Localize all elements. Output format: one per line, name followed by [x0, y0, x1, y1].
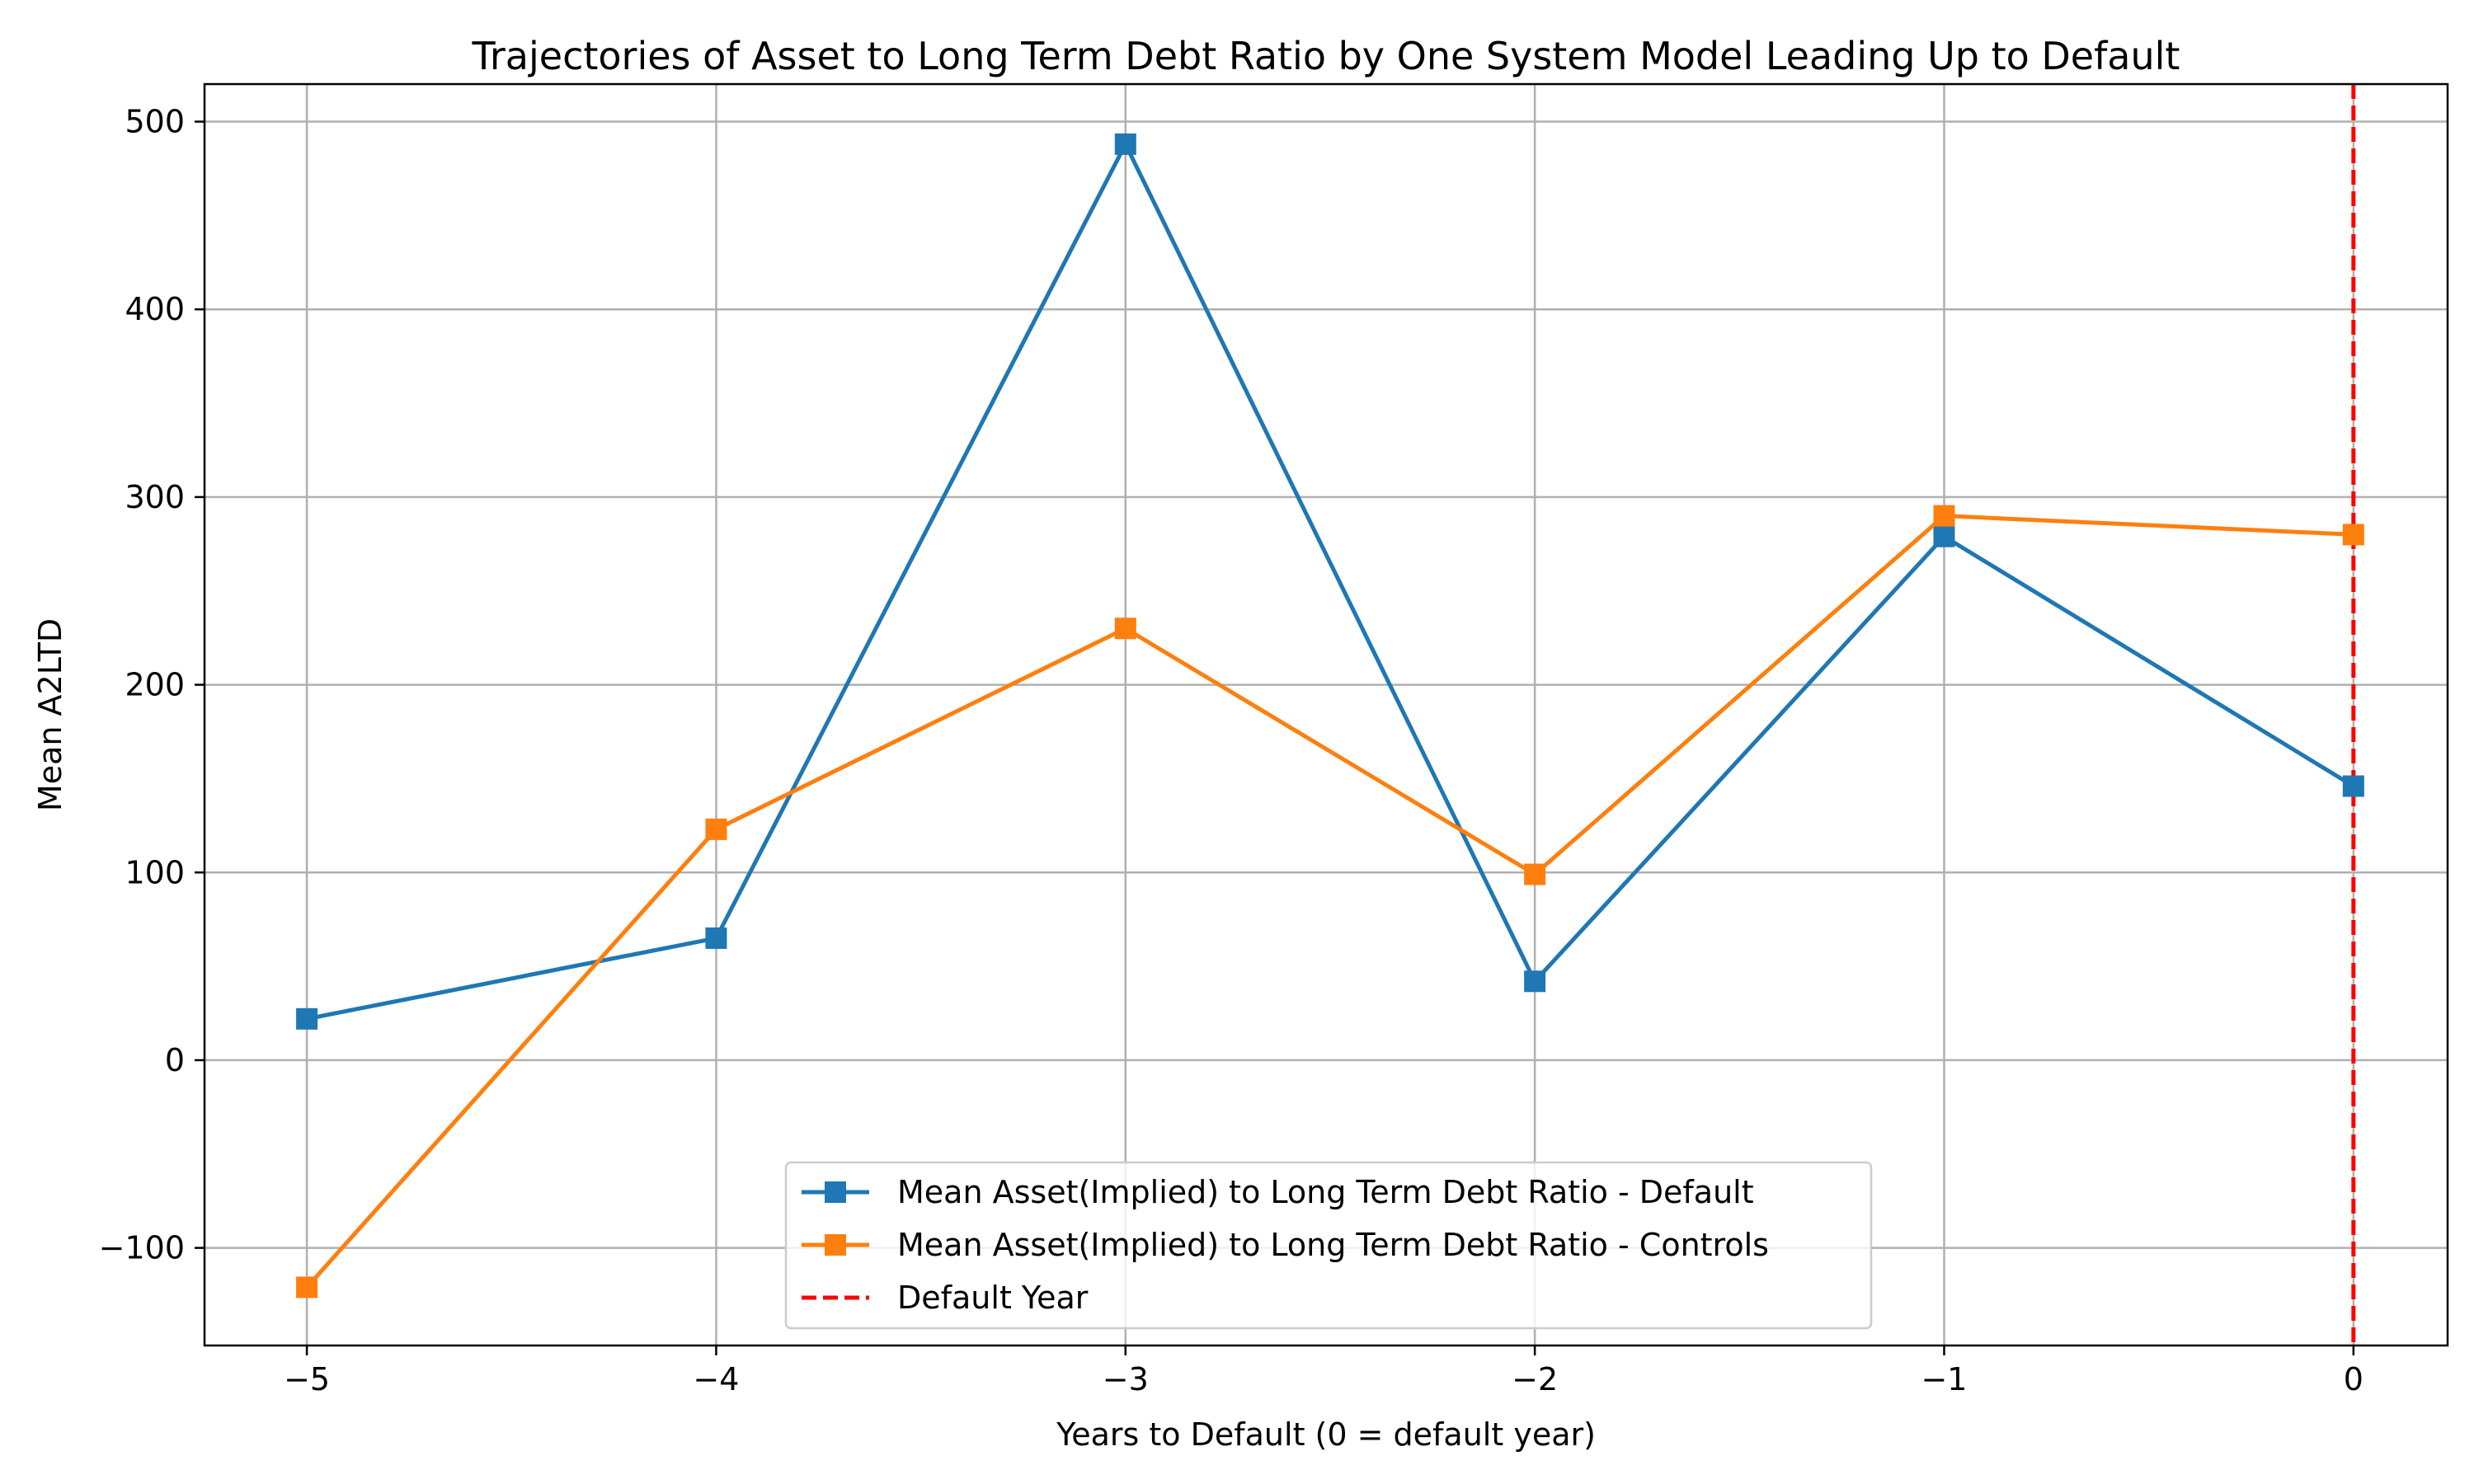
data-point	[1114, 618, 1136, 640]
x-tick-label: 0	[2344, 1361, 2363, 1397]
data-point	[1933, 525, 1955, 547]
series-line	[306, 142, 2355, 1021]
y-axis-label: Mean A2LTD	[32, 618, 68, 811]
legend: Mean Asset(Implied) to Long Term Debt Ra…	[784, 1161, 1873, 1330]
legend-entry-label: Mean Asset(Implied) to Long Term Debt Ra…	[897, 1227, 1769, 1263]
x-tick-label: −5	[284, 1361, 330, 1397]
data-point	[705, 927, 727, 949]
data-point	[2342, 524, 2364, 546]
x-axis-label: Years to Default (0 = default year)	[1056, 1416, 1596, 1453]
series-default	[296, 133, 2364, 1030]
chart-title: Trajectories of Asset to Long Term Debt …	[472, 34, 2180, 78]
y-tick-label: 100	[125, 854, 185, 890]
legend-entry-label: Mean Asset(Implied) to Long Term Debt Ra…	[897, 1174, 1754, 1210]
data-point	[1114, 133, 1136, 155]
series-controls	[296, 505, 2364, 1298]
legend-marker-swatch	[825, 1234, 846, 1256]
data-point	[705, 818, 727, 840]
x-tick-label: −3	[1103, 1361, 1149, 1397]
data-point	[1524, 863, 1546, 885]
y-tick-label: 400	[125, 291, 185, 327]
x-tick-label: −4	[693, 1361, 739, 1397]
data-point	[296, 1276, 318, 1298]
x-tick-label: −1	[1921, 1361, 1967, 1397]
tick-layer: −5 −4 −3 −2 −1 0 −100 0 100 200 300 400 500	[99, 104, 2363, 1397]
legend-marker-swatch	[825, 1181, 846, 1203]
series-layer	[296, 133, 2364, 1298]
y-tick-label: 500	[125, 104, 185, 140]
legend-frame	[784, 1161, 1873, 1330]
data-point	[296, 1007, 318, 1030]
x-tick-label: −2	[1512, 1361, 1558, 1397]
plot-frame	[203, 82, 2449, 1347]
y-tick-label: −100	[99, 1230, 185, 1266]
legend-entry-label: Default Year	[897, 1280, 1089, 1316]
data-point	[2342, 775, 2364, 797]
series-line	[305, 514, 2354, 1289]
y-tick-label: 300	[125, 479, 185, 515]
y-tick-label: 200	[125, 667, 185, 703]
data-point	[1524, 970, 1546, 993]
data-point	[1933, 505, 1955, 527]
y-tick-label: 0	[165, 1042, 185, 1078]
grid-layer	[205, 84, 2448, 1345]
